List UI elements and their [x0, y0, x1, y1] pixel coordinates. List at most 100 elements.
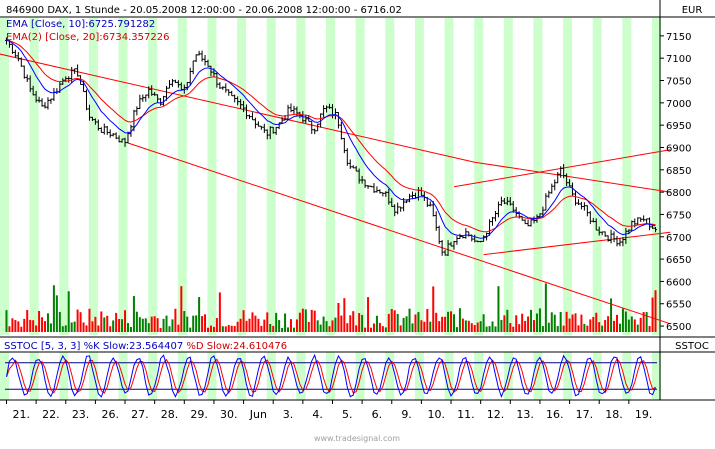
volume-bar	[527, 316, 530, 332]
price-tick-label: 6750	[666, 210, 691, 221]
day-band	[207, 18, 217, 335]
volume-bar	[604, 320, 607, 332]
day-band	[326, 352, 335, 400]
volume-bar	[355, 325, 358, 332]
stoch-d-line	[6, 357, 656, 394]
volume-bar	[287, 327, 290, 332]
time-tick-label: 9.	[401, 408, 412, 421]
volume-bar	[218, 292, 221, 332]
volume-bar	[524, 320, 527, 332]
volume-bar	[73, 321, 76, 332]
day-band	[474, 18, 484, 335]
volume-bar	[447, 311, 450, 332]
volume-bar	[414, 314, 417, 332]
volume-bar	[444, 316, 447, 332]
volume-bar	[470, 323, 473, 332]
volume-bar	[568, 318, 571, 332]
time-tick-label: 26.	[101, 408, 119, 421]
price-tick-label: 7000	[666, 99, 691, 110]
volume-bar	[64, 325, 67, 332]
volume-bar	[343, 298, 346, 332]
time-tick-label: 16.	[546, 408, 564, 421]
day-band	[88, 18, 98, 335]
volume-bar	[124, 310, 127, 332]
day-band	[0, 18, 9, 335]
volume-bar	[390, 309, 393, 332]
volume-bar	[654, 290, 657, 332]
volume-bar	[589, 319, 592, 332]
volume-bar	[11, 318, 14, 332]
stoch-d-value: %D Slow:24.610476	[183, 341, 287, 352]
time-tick-label: 10.	[427, 408, 445, 421]
day-band	[652, 352, 661, 400]
volume-bar	[372, 323, 375, 332]
time-tick-label: 29.	[190, 408, 208, 421]
volume-bar	[645, 312, 648, 332]
volume-bar	[364, 327, 367, 332]
time-tick-label: 4.	[312, 408, 323, 421]
day-band	[148, 352, 158, 400]
volume-bar	[227, 325, 230, 332]
volume-bar	[467, 320, 470, 332]
price-tick-label: 6500	[666, 322, 691, 333]
time-axis: 21. 22. 23. 26. 27. 28. 29. 30. Jun 3. 4. 5. 6. 9. 10.…	[5, 400, 652, 421]
time-tick-label: 17.	[576, 408, 594, 421]
volume-bar	[186, 316, 189, 332]
day-band	[0, 352, 9, 400]
volume-bar	[126, 323, 129, 332]
day-band	[652, 18, 661, 335]
volume-bar	[298, 312, 301, 332]
volume-bar	[313, 310, 316, 332]
volume-bar	[580, 314, 583, 332]
volume-bar	[509, 323, 512, 332]
volume-bar	[168, 326, 171, 332]
volume-bar	[94, 316, 97, 332]
volume-bar	[361, 314, 364, 332]
volume-bar	[503, 315, 506, 332]
volume-bar	[535, 313, 538, 332]
volume-bar	[636, 324, 639, 332]
price-tick-label: 6550	[666, 300, 691, 311]
volume-bar	[307, 321, 310, 332]
time-tick-label: 27.	[131, 408, 149, 421]
volume-bar	[257, 318, 260, 332]
volume-bar	[506, 309, 509, 332]
volume-bar	[121, 319, 124, 332]
volume-bar	[109, 326, 112, 332]
stoch-k-value: %K Slow:23.564407	[84, 341, 184, 352]
volume-bar	[553, 314, 556, 332]
stochastic-legend[interactable]: SSTOC [5, 3, 3] %K Slow:23.564407 %D Slo…	[4, 341, 287, 352]
day-band	[266, 18, 276, 335]
volume-bar	[538, 308, 541, 332]
ema20-legend[interactable]: EMA(2) [Close, 20]:6734.357226	[6, 32, 169, 43]
volume-bar	[375, 315, 378, 332]
volume-bar	[384, 327, 387, 332]
grid	[0, 0, 715, 401]
volume-bar	[245, 320, 248, 332]
time-tick-label: 23.	[72, 408, 90, 421]
volume-bar	[115, 312, 118, 332]
day-band	[59, 18, 69, 335]
volume-bar	[450, 311, 453, 332]
volume-bar	[38, 310, 41, 332]
day-band	[414, 352, 424, 400]
volume-bar	[177, 324, 180, 332]
volume-bar	[325, 321, 328, 332]
volume-bar	[544, 283, 547, 332]
volume-bar	[180, 286, 183, 332]
day-band	[59, 352, 69, 400]
price-bars	[4, 37, 658, 257]
ema10-legend[interactable]: EMA [Close, 10]:6725.791282	[6, 19, 155, 30]
volume-bar	[310, 309, 313, 332]
volume-bar	[571, 314, 574, 332]
volume-bar	[156, 318, 159, 332]
volume-bar	[595, 312, 598, 332]
volume-bar	[337, 302, 340, 332]
volume-bar	[284, 313, 287, 332]
volume-bar	[26, 309, 29, 332]
volume-bar	[627, 319, 630, 332]
volume-bar	[207, 327, 210, 332]
volume-bar	[46, 313, 49, 332]
volume-bar	[58, 311, 61, 332]
